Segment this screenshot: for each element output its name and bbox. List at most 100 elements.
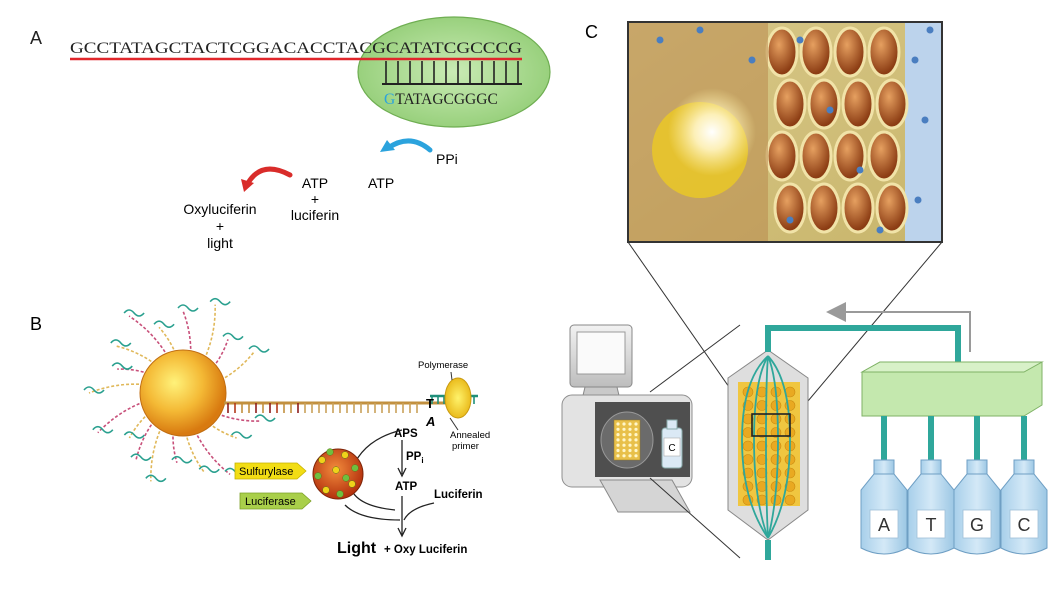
dna-strand (97, 392, 184, 434)
primer-rest: TATAGCGGGC (395, 91, 498, 108)
photo-liquid-edge (905, 22, 942, 242)
oxyluciferin-label: Oxyluciferin (183, 201, 256, 217)
plate-well-dot (616, 443, 620, 447)
plate-wells (613, 419, 641, 461)
dna-helix (231, 431, 253, 439)
reagent-tubing (765, 302, 971, 560)
enzyme-dot (326, 448, 334, 456)
dna-helix (145, 474, 167, 483)
luciferin-arc (403, 502, 435, 521)
bottle-label-box (1009, 509, 1039, 539)
base-a-label: A (425, 414, 435, 429)
plate-well-dot (616, 433, 620, 437)
plate-bead (756, 427, 768, 438)
well-with-bead (841, 182, 875, 234)
dna-helix (222, 332, 244, 341)
bottle-label: T (926, 515, 937, 535)
enzyme-bead-blue (926, 26, 934, 34)
annealed-label-1: Annealed (450, 430, 490, 441)
red-arrow (245, 166, 293, 186)
panel-a-label: A (30, 28, 42, 48)
base-pair-ticks (385, 61, 519, 84)
dna-helix (177, 304, 199, 312)
dna-helix (92, 425, 114, 434)
small-bottle-label-box (663, 437, 681, 457)
plate-well-dot (634, 443, 638, 447)
luciferin-b-label: Luciferin (434, 489, 483, 501)
flow-channel (767, 355, 791, 539)
well-with-bead (833, 26, 867, 78)
plate-well-dot (628, 422, 632, 426)
small-bottle-label: C (668, 443, 675, 454)
arrow-aps-atp-head (397, 467, 407, 478)
plate-well-dot (616, 438, 620, 442)
well-with-bead (799, 26, 833, 78)
tube-top (765, 325, 961, 372)
enzyme-bead-blue (911, 56, 919, 64)
panel-b-label: B (30, 314, 42, 334)
plate-well-dot (622, 422, 626, 426)
small-bottle-neck (666, 419, 678, 430)
plate-bead (784, 494, 796, 506)
well-with-bead (875, 182, 909, 234)
atp-label: ATP (368, 175, 394, 191)
well-with-bead (867, 130, 901, 182)
bottle-neck (1013, 459, 1035, 475)
ppi-label: PPi (436, 151, 458, 167)
enzyme-bead-blue (796, 36, 804, 44)
enzyme-bead-blue (914, 196, 922, 204)
flow-channel (765, 355, 769, 539)
plate-bead (742, 467, 754, 479)
polymerase-blob (444, 377, 472, 419)
dna-helix (83, 386, 105, 394)
dna-helix (153, 320, 175, 329)
sulfurylase-label: Sulfurylase (239, 466, 293, 478)
enzyme-bead-blue (786, 216, 794, 224)
enzyme-dot (348, 480, 356, 488)
plate-well-dot (634, 454, 638, 458)
dna-helix (123, 309, 145, 317)
plate-bead (756, 454, 768, 465)
bottle-neck (920, 459, 942, 475)
plate-well-dot (622, 433, 626, 437)
photo-frame (627, 21, 943, 243)
manifold-top (860, 361, 1044, 373)
sequencer-instrument: C (561, 324, 693, 513)
plate-well-dot (628, 443, 632, 447)
enzyme-dots (314, 448, 359, 498)
light-b-label: Light (337, 540, 377, 557)
blue-arrow-head (380, 140, 395, 152)
pointer-line-bottom (649, 477, 741, 559)
flow-channel (753, 355, 769, 539)
pointer-line-top (649, 324, 741, 393)
instrument-tray (599, 479, 691, 513)
enzyme-bead-blue (856, 166, 864, 174)
plate-well-dot (628, 427, 632, 431)
dna-strand (182, 392, 231, 476)
ppi-b-label: PPi (406, 451, 424, 465)
plate-well-dot (634, 438, 638, 442)
bottle-label: A (878, 515, 890, 535)
plate-bead (742, 440, 754, 452)
plate-well-dot (622, 427, 626, 431)
dna-helix (110, 339, 132, 347)
enzyme-bead-blue (696, 26, 704, 34)
enzyme-bead-blue (876, 226, 884, 234)
primer-pointer (449, 417, 459, 431)
well-with-bead (773, 182, 807, 234)
flow-channel (741, 355, 769, 539)
dna-helix (111, 362, 133, 370)
bottle-label: G (970, 515, 984, 535)
bottle-label-box (916, 509, 946, 539)
polymerase-label: Polymerase (418, 360, 468, 371)
luciferase-tag (239, 492, 312, 510)
plate-well-dot (634, 427, 638, 431)
dna-helix (198, 465, 220, 473)
well-with-bead (867, 26, 901, 78)
enzyme-bead-blue (826, 106, 834, 114)
enzyme-bead-blue (748, 56, 756, 64)
zoom-region-box (751, 413, 791, 437)
plate-well-dot (634, 448, 638, 453)
